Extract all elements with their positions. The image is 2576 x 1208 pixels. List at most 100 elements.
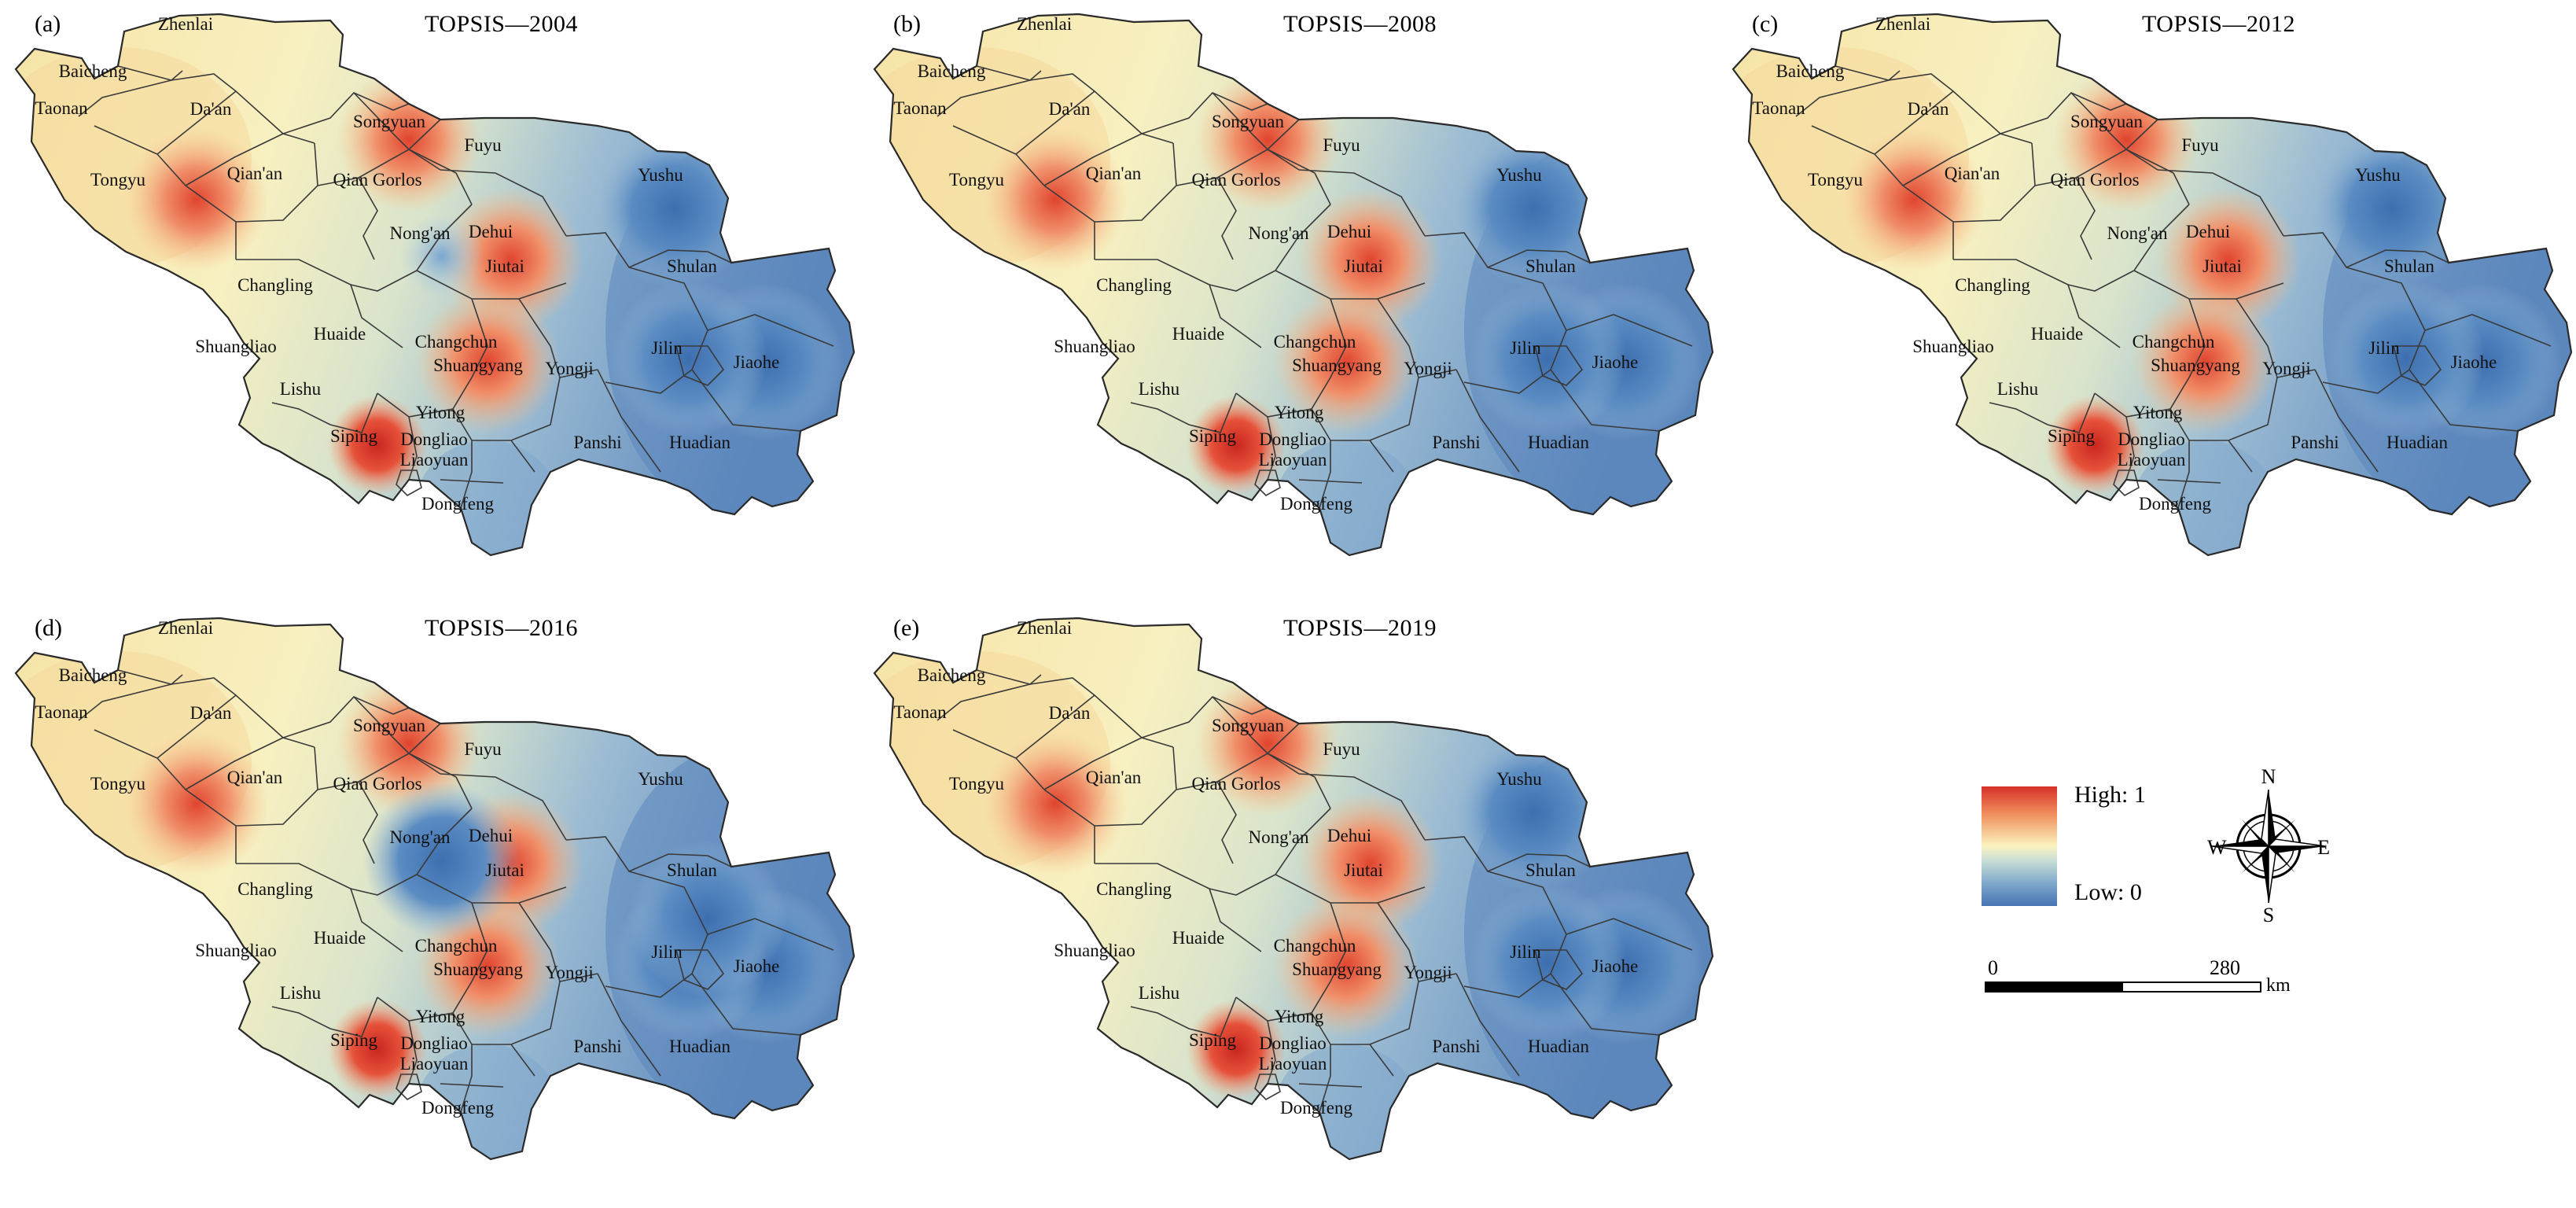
place-label-panshi: Panshi [573, 1037, 621, 1056]
place-label-fuyu: Fuyu [464, 135, 502, 155]
place-label-jiaohe: Jiaohe [1592, 956, 1639, 976]
place-label-da-an: Da'an [1908, 99, 1949, 119]
place-label-jiaohe: Jiaohe [2451, 352, 2497, 372]
place-label-nong-an: Nong'an [2107, 223, 2168, 243]
place-label-huaide: Huaide [2031, 324, 2083, 344]
place-label-changling: Changling [1096, 275, 1172, 295]
place-label-dongliao: Dongliao [2118, 429, 2185, 449]
hotspot-changchun [1274, 289, 1419, 434]
place-label-jiutai: Jiutai [2202, 256, 2242, 276]
place-label-nong-an: Nong'an [1249, 827, 1309, 847]
place-label-liaoyuan: Liaoyuan [1259, 450, 1327, 470]
place-label-jiaohe: Jiaohe [734, 352, 780, 372]
place-label-changling: Changling [1955, 275, 2030, 295]
place-label-shulan: Shulan [667, 256, 717, 276]
place-label-shuangyang: Shuangyang [2151, 355, 2240, 375]
place-label-yitong: Yitong [1275, 1007, 1324, 1026]
place-label-shulan: Shulan [667, 860, 717, 880]
place-label-yushu: Yushu [2355, 165, 2401, 185]
scale-unit-label: km [2266, 975, 2291, 996]
place-label-tongyu: Tongyu [949, 170, 1004, 190]
panel-letter: (b) [893, 11, 921, 37]
place-label-zhenlai: Zhenlai [1875, 14, 1930, 34]
place-label-lishu: Lishu [1997, 379, 2039, 399]
place-label-yongji: Yongji [545, 963, 594, 982]
hotspot-tongyu [1842, 127, 1986, 272]
place-label-qian-an: Qian'an [1086, 164, 1142, 183]
place-label-baicheng: Baicheng [59, 61, 127, 81]
place-label-fuyu: Fuyu [464, 739, 502, 759]
panel-letter: (c) [1752, 11, 1779, 37]
place-label-qian-gorlos: Qian Gorlos [333, 774, 421, 794]
place-label-jiaohe: Jiaohe [734, 956, 780, 976]
panel-title: TOPSIS—2019 [1283, 615, 1437, 641]
place-label-nong-an: Nong'an [390, 223, 451, 243]
hotspot-songyuan [337, 68, 481, 212]
place-label-qian-gorlos: Qian Gorlos [2050, 170, 2139, 190]
place-label-dongfeng: Dongfeng [2139, 494, 2211, 514]
topsis-map-2016: Zhenlai Baicheng Taonan Da'an Songyuan Fuyu Yu… [14, 617, 856, 1161]
place-label-lishu: Lishu [280, 379, 322, 399]
topsis-map-2008: Zhenlai Baicheng Taonan Da'an Songyuan Fuyu Yu… [873, 13, 1714, 557]
place-label-shuangliao: Shuangliao [1912, 337, 1994, 356]
place-label-yongji: Yongji [1404, 359, 1452, 378]
north-arrow-compass: N S E W [2207, 768, 2330, 925]
place-label-dehui: Dehui [469, 222, 513, 241]
place-label-dongfeng: Dongfeng [1280, 494, 1352, 514]
scale-max-label: 280 [2210, 956, 2240, 979]
place-label-zhenlai: Zhenlai [1017, 618, 1072, 638]
place-label-dongliao: Dongliao [1259, 1033, 1327, 1053]
place-label-shuangyang: Shuangyang [1292, 355, 1382, 375]
legend-high-label: High: 1 [2074, 782, 2146, 808]
place-label-jiutai: Jiutai [1344, 256, 1383, 276]
place-label-huadian: Huadian [1528, 1037, 1589, 1056]
place-label-tongyu: Tongyu [949, 774, 1004, 794]
place-label-yushu: Yushu [638, 769, 683, 789]
place-label-qian-gorlos: Qian Gorlos [1191, 774, 1280, 794]
place-label-yushu: Yushu [1496, 769, 1542, 789]
panel-letter: (d) [35, 615, 62, 641]
panel-title: TOPSIS—2004 [425, 11, 578, 37]
scale-bar [1985, 982, 2261, 993]
place-label-da-an: Da'an [1049, 99, 1091, 119]
panel-title: TOPSIS—2016 [425, 615, 578, 641]
panel-letter: (a) [35, 11, 61, 37]
place-label-taonan: Taonan [893, 702, 947, 722]
scale-zero-label: 0 [1988, 956, 1998, 979]
place-label-dongfeng: Dongfeng [1280, 1098, 1352, 1118]
place-label-jiutai: Jiutai [1344, 860, 1383, 880]
place-label-lishu: Lishu [1139, 379, 1180, 399]
compass-n: N [2261, 768, 2276, 788]
place-label-jiaohe: Jiaohe [1592, 352, 1639, 372]
place-label-fuyu: Fuyu [2181, 135, 2219, 155]
place-label-jilin: Jilin [2368, 338, 2400, 358]
hotspot-songyuan [1195, 672, 1340, 816]
place-label-panshi: Panshi [573, 433, 621, 452]
topsis-map-2004: Zhenlai Baicheng Taonan Da'an Songyuan Fuyu Yu… [14, 13, 856, 557]
place-label-siping: Siping [2048, 426, 2096, 446]
hotspot-tongyu [124, 127, 269, 272]
topsis-map-2019: Zhenlai Baicheng Taonan Da'an Songyuan Fuyu Yu… [873, 617, 1714, 1161]
place-label-yongji: Yongji [2262, 359, 2311, 378]
place-label-shulan: Shulan [1525, 256, 1576, 276]
place-label-dongliao: Dongliao [400, 429, 468, 449]
place-label-taonan: Taonan [35, 98, 88, 118]
place-label-qian-an: Qian'an [1086, 768, 1142, 787]
place-label-siping: Siping [1189, 1030, 1237, 1050]
place-label-changchun: Changchun [1274, 332, 1356, 352]
place-label-huaide: Huaide [314, 324, 366, 344]
place-label-panshi: Panshi [2291, 433, 2339, 452]
place-label-fuyu: Fuyu [1323, 135, 1360, 155]
place-label-jilin: Jilin [651, 942, 683, 962]
hotspot-tongyu [983, 731, 1128, 876]
place-label-fuyu: Fuyu [1323, 739, 1360, 759]
place-label-changling: Changling [237, 275, 313, 295]
legend-low-label: Low: 0 [2074, 879, 2142, 905]
hotspot-songyuan [2054, 68, 2199, 212]
place-label-taonan: Taonan [893, 98, 947, 118]
place-label-zhenlai: Zhenlai [1017, 14, 1072, 34]
map-panel-2019: Zhenlai Baicheng Taonan Da'an Songyuan Fuyu Yu… [859, 604, 1717, 1208]
compass-s: S [2263, 904, 2274, 925]
place-label-nong-an: Nong'an [1249, 223, 1309, 243]
place-label-yongji: Yongji [545, 359, 594, 378]
